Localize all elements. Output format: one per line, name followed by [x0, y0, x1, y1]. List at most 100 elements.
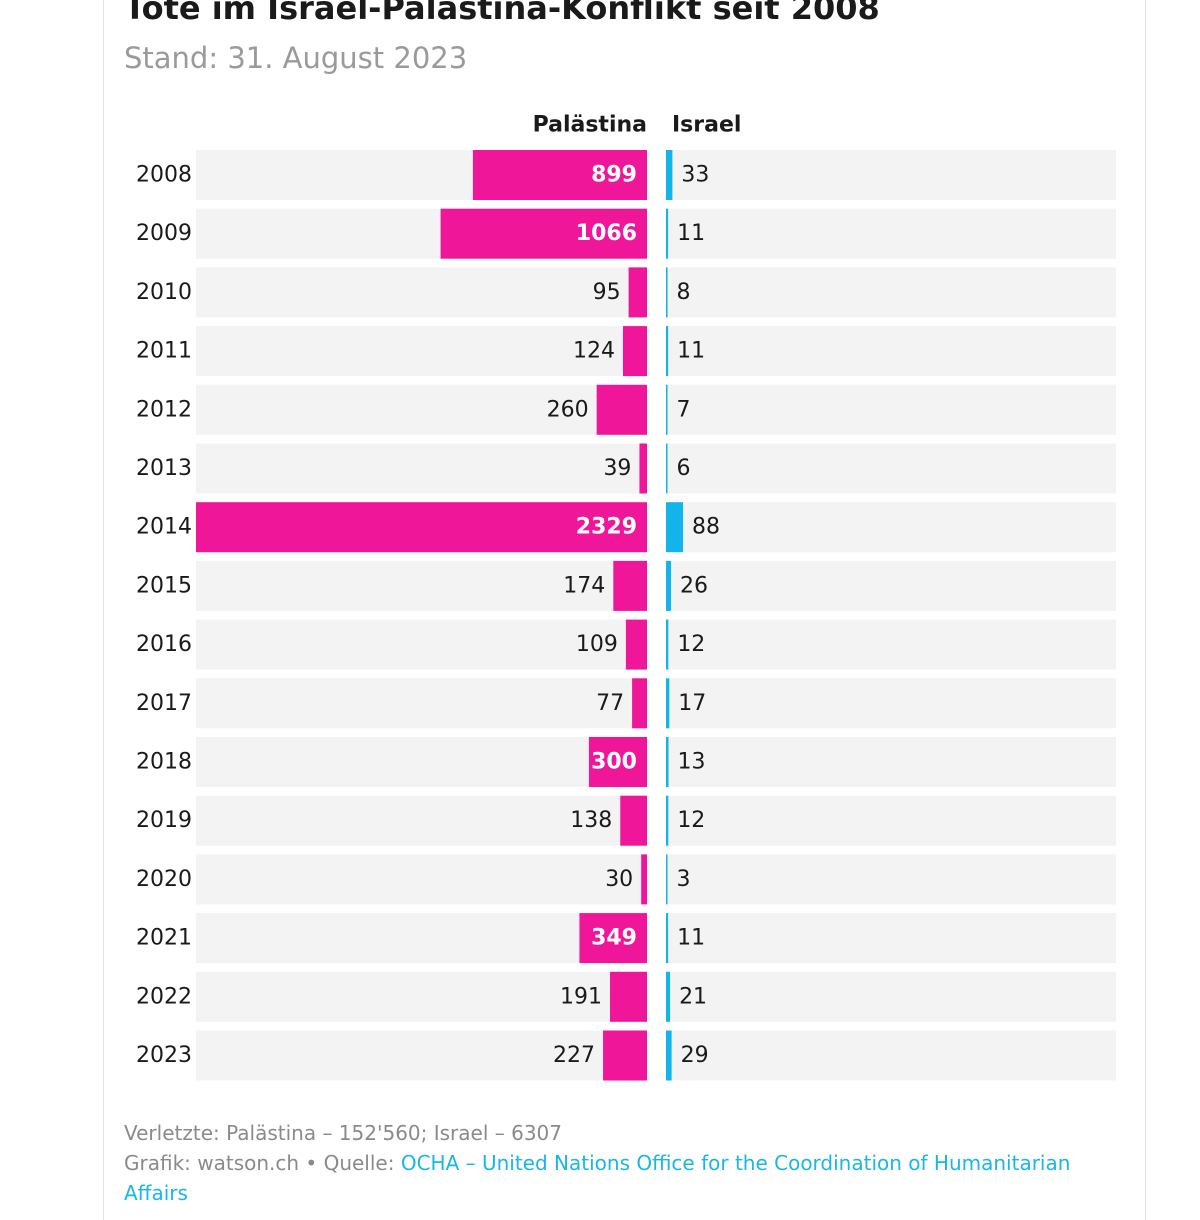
row-background-palestine	[196, 971, 647, 1022]
value-label-palestine: 227	[553, 1043, 595, 1068]
value-label-palestine: 899	[591, 163, 637, 188]
bar-palestine	[610, 971, 647, 1022]
year-label: 2016	[136, 632, 192, 657]
year-label: 2015	[136, 573, 192, 598]
row-background-israel	[666, 267, 1116, 318]
value-label-israel: 6	[677, 456, 691, 481]
bar-israel	[666, 384, 668, 435]
row-background-israel	[666, 854, 1116, 905]
bar-palestine	[603, 1030, 647, 1081]
row-background-israel	[666, 208, 1116, 259]
row-background-palestine	[196, 913, 647, 964]
bar-israel	[666, 854, 668, 905]
value-label-israel: 88	[692, 515, 720, 540]
year-label: 2022	[136, 984, 192, 1009]
value-label-palestine: 260	[547, 397, 589, 422]
bar-israel	[666, 502, 684, 553]
value-label-israel: 8	[677, 280, 691, 305]
year-label: 2023	[136, 1043, 192, 1068]
bar-palestine	[472, 150, 647, 200]
row-background-israel	[666, 737, 1116, 787]
year-label: 2021	[136, 926, 192, 951]
value-label-israel: 17	[678, 691, 706, 716]
value-label-israel: 11	[677, 926, 705, 951]
year-label: 2013	[136, 456, 192, 481]
bar-israel	[666, 326, 669, 377]
value-label-israel: 26	[680, 573, 708, 598]
value-label-israel: 11	[677, 221, 705, 246]
value-label-israel: 21	[679, 984, 707, 1009]
value-label-israel: 11	[677, 339, 705, 364]
injured-note: Verletzte: Palästina – 152'560; Israel –…	[124, 1121, 563, 1145]
year-label: 2012	[136, 397, 192, 422]
value-label-palestine: 109	[576, 632, 618, 657]
value-label-palestine: 174	[563, 573, 605, 598]
value-label-palestine: 124	[573, 339, 615, 364]
row-background-palestine	[196, 326, 647, 377]
value-label-israel: 33	[681, 163, 709, 188]
bar-palestine	[579, 913, 647, 964]
year-label: 2019	[136, 808, 192, 833]
value-label-palestine: 191	[560, 984, 602, 1009]
value-label-palestine: 39	[603, 456, 631, 481]
row-background-israel	[666, 326, 1116, 377]
value-label-palestine: 95	[593, 280, 621, 305]
year-label: 2010	[136, 280, 192, 305]
row-background-israel	[666, 678, 1116, 729]
credit-text: Grafik: watson.ch • Quelle:	[124, 1151, 401, 1175]
value-label-israel: 13	[678, 750, 706, 775]
value-label-palestine: 2329	[576, 515, 637, 540]
bar-israel	[666, 560, 672, 611]
row-background-palestine	[196, 560, 647, 611]
row-background-israel	[666, 1030, 1116, 1081]
value-label-israel: 7	[677, 397, 691, 422]
value-label-palestine: 1066	[576, 221, 637, 246]
row-background-palestine	[196, 795, 647, 846]
row-background-palestine	[196, 854, 647, 905]
bar-israel	[666, 208, 669, 259]
chart-footer: Verletzte: Palästina – 152'560; Israel –…	[124, 1118, 1124, 1208]
value-label-palestine: 77	[596, 691, 624, 716]
bar-israel	[666, 150, 673, 200]
row-background-israel	[666, 443, 1116, 494]
year-label: 2014	[136, 515, 192, 540]
row-background-israel	[666, 971, 1116, 1022]
bar-israel	[666, 619, 669, 670]
bar-palestine	[639, 443, 647, 494]
bar-israel	[666, 971, 671, 1022]
year-label: 2018	[136, 750, 192, 775]
year-label: 2017	[136, 691, 192, 716]
row-background-palestine	[196, 267, 647, 318]
bar-palestine	[596, 384, 647, 435]
row-background-israel	[666, 502, 1116, 553]
bar-palestine	[641, 854, 647, 905]
chart-area: Palästina Israel 2008 899 33 2009 1066 11 2010 95…	[136, 113, 1116, 1081]
value-label-palestine: 300	[591, 750, 637, 775]
row-background-palestine	[196, 619, 647, 670]
chart-subtitle: Stand: 31. August 2023	[124, 41, 468, 75]
series-header-palestine: Palästina	[533, 113, 647, 138]
bar-israel	[666, 443, 668, 494]
bar-israel	[666, 678, 670, 729]
bar-israel	[666, 1030, 672, 1081]
row-background-palestine	[196, 443, 647, 494]
bar-israel	[666, 913, 669, 964]
bar-palestine	[632, 678, 647, 729]
bar-palestine	[613, 560, 647, 611]
row-background-palestine	[196, 678, 647, 729]
value-label-israel: 12	[677, 808, 705, 833]
row-background-israel	[666, 560, 1116, 611]
chart-title: Tote im Israel-Palästina-Konflikt seit 2…	[124, 0, 880, 27]
value-label-israel: 12	[677, 632, 705, 657]
year-label: 2020	[136, 867, 192, 892]
row-background-palestine	[196, 737, 647, 787]
value-label-palestine: 138	[570, 808, 612, 833]
row-background-israel	[666, 384, 1116, 435]
row-background-palestine	[196, 1030, 647, 1081]
row-background-palestine	[196, 384, 647, 435]
bar-palestine	[440, 208, 647, 259]
year-label: 2008	[136, 163, 192, 188]
row-background-israel	[666, 795, 1116, 846]
bar-palestine	[588, 737, 647, 787]
value-label-palestine: 349	[591, 926, 637, 951]
